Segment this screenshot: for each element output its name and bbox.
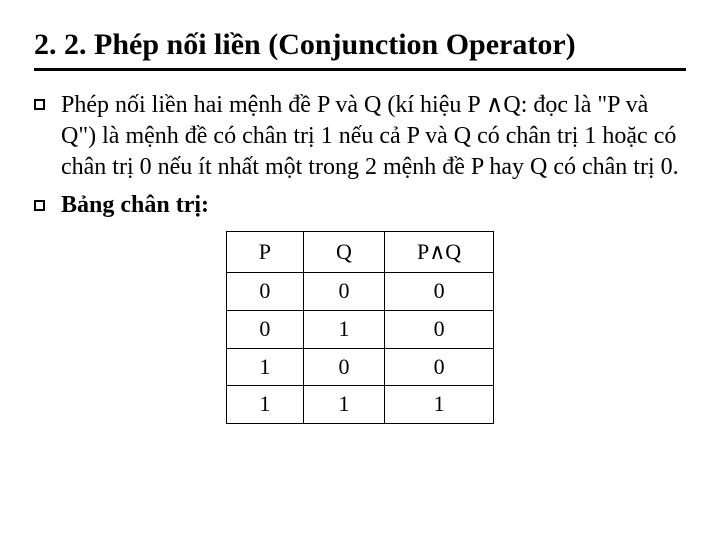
slide-title: 2. 2. Phép nối liền (Conjunction Operato… — [34, 28, 686, 71]
cell-r: 1 — [384, 386, 493, 424]
h3-pre: P — [417, 239, 429, 264]
cell-p: 1 — [226, 386, 303, 424]
truth-table: P Q P∧Q 0 0 0 0 1 0 1 0 0 1 — [226, 231, 494, 424]
slide: 2. 2. Phép nối liền (Conjunction Operato… — [0, 0, 720, 540]
table-row: 0 1 0 — [226, 310, 493, 348]
h3-post: Q — [445, 239, 461, 264]
square-bullet-icon — [34, 99, 45, 110]
bullet-text-2: Bảng chân trị: — [61, 190, 686, 221]
cell-q: 0 — [304, 348, 385, 386]
col-header-q: Q — [304, 231, 385, 273]
table-row: 1 1 1 — [226, 386, 493, 424]
cell-q: 1 — [304, 310, 385, 348]
table-header-row: P Q P∧Q — [226, 231, 493, 273]
truth-table-label: Bảng chân trị: — [61, 192, 209, 218]
slide-body: Phép nối liền hai mệnh đề P và Q (kí hiệ… — [34, 89, 686, 424]
cell-q: 0 — [304, 273, 385, 311]
cell-r: 0 — [384, 310, 493, 348]
para1-pre: Phép nối liền hai mệnh đề P và Q (kí hiệ… — [61, 92, 486, 118]
cell-q: 1 — [304, 386, 385, 424]
col-header-p: P — [226, 231, 303, 273]
and-symbol-1: ∧ — [486, 91, 504, 118]
table-row: 1 0 0 — [226, 348, 493, 386]
table-row: 0 0 0 — [226, 273, 493, 311]
cell-p: 0 — [226, 310, 303, 348]
bullet-item-2: Bảng chân trị: — [34, 190, 686, 221]
square-bullet-icon — [34, 200, 45, 211]
col-header-pandq: P∧Q — [384, 231, 493, 273]
cell-p: 0 — [226, 273, 303, 311]
bullet-text-1: Phép nối liền hai mệnh đề P và Q (kí hiệ… — [61, 89, 686, 184]
and-symbol-2: ∧ — [429, 239, 445, 264]
bullet-item-1: Phép nối liền hai mệnh đề P và Q (kí hiệ… — [34, 89, 686, 184]
cell-r: 0 — [384, 273, 493, 311]
cell-r: 0 — [384, 348, 493, 386]
cell-p: 1 — [226, 348, 303, 386]
